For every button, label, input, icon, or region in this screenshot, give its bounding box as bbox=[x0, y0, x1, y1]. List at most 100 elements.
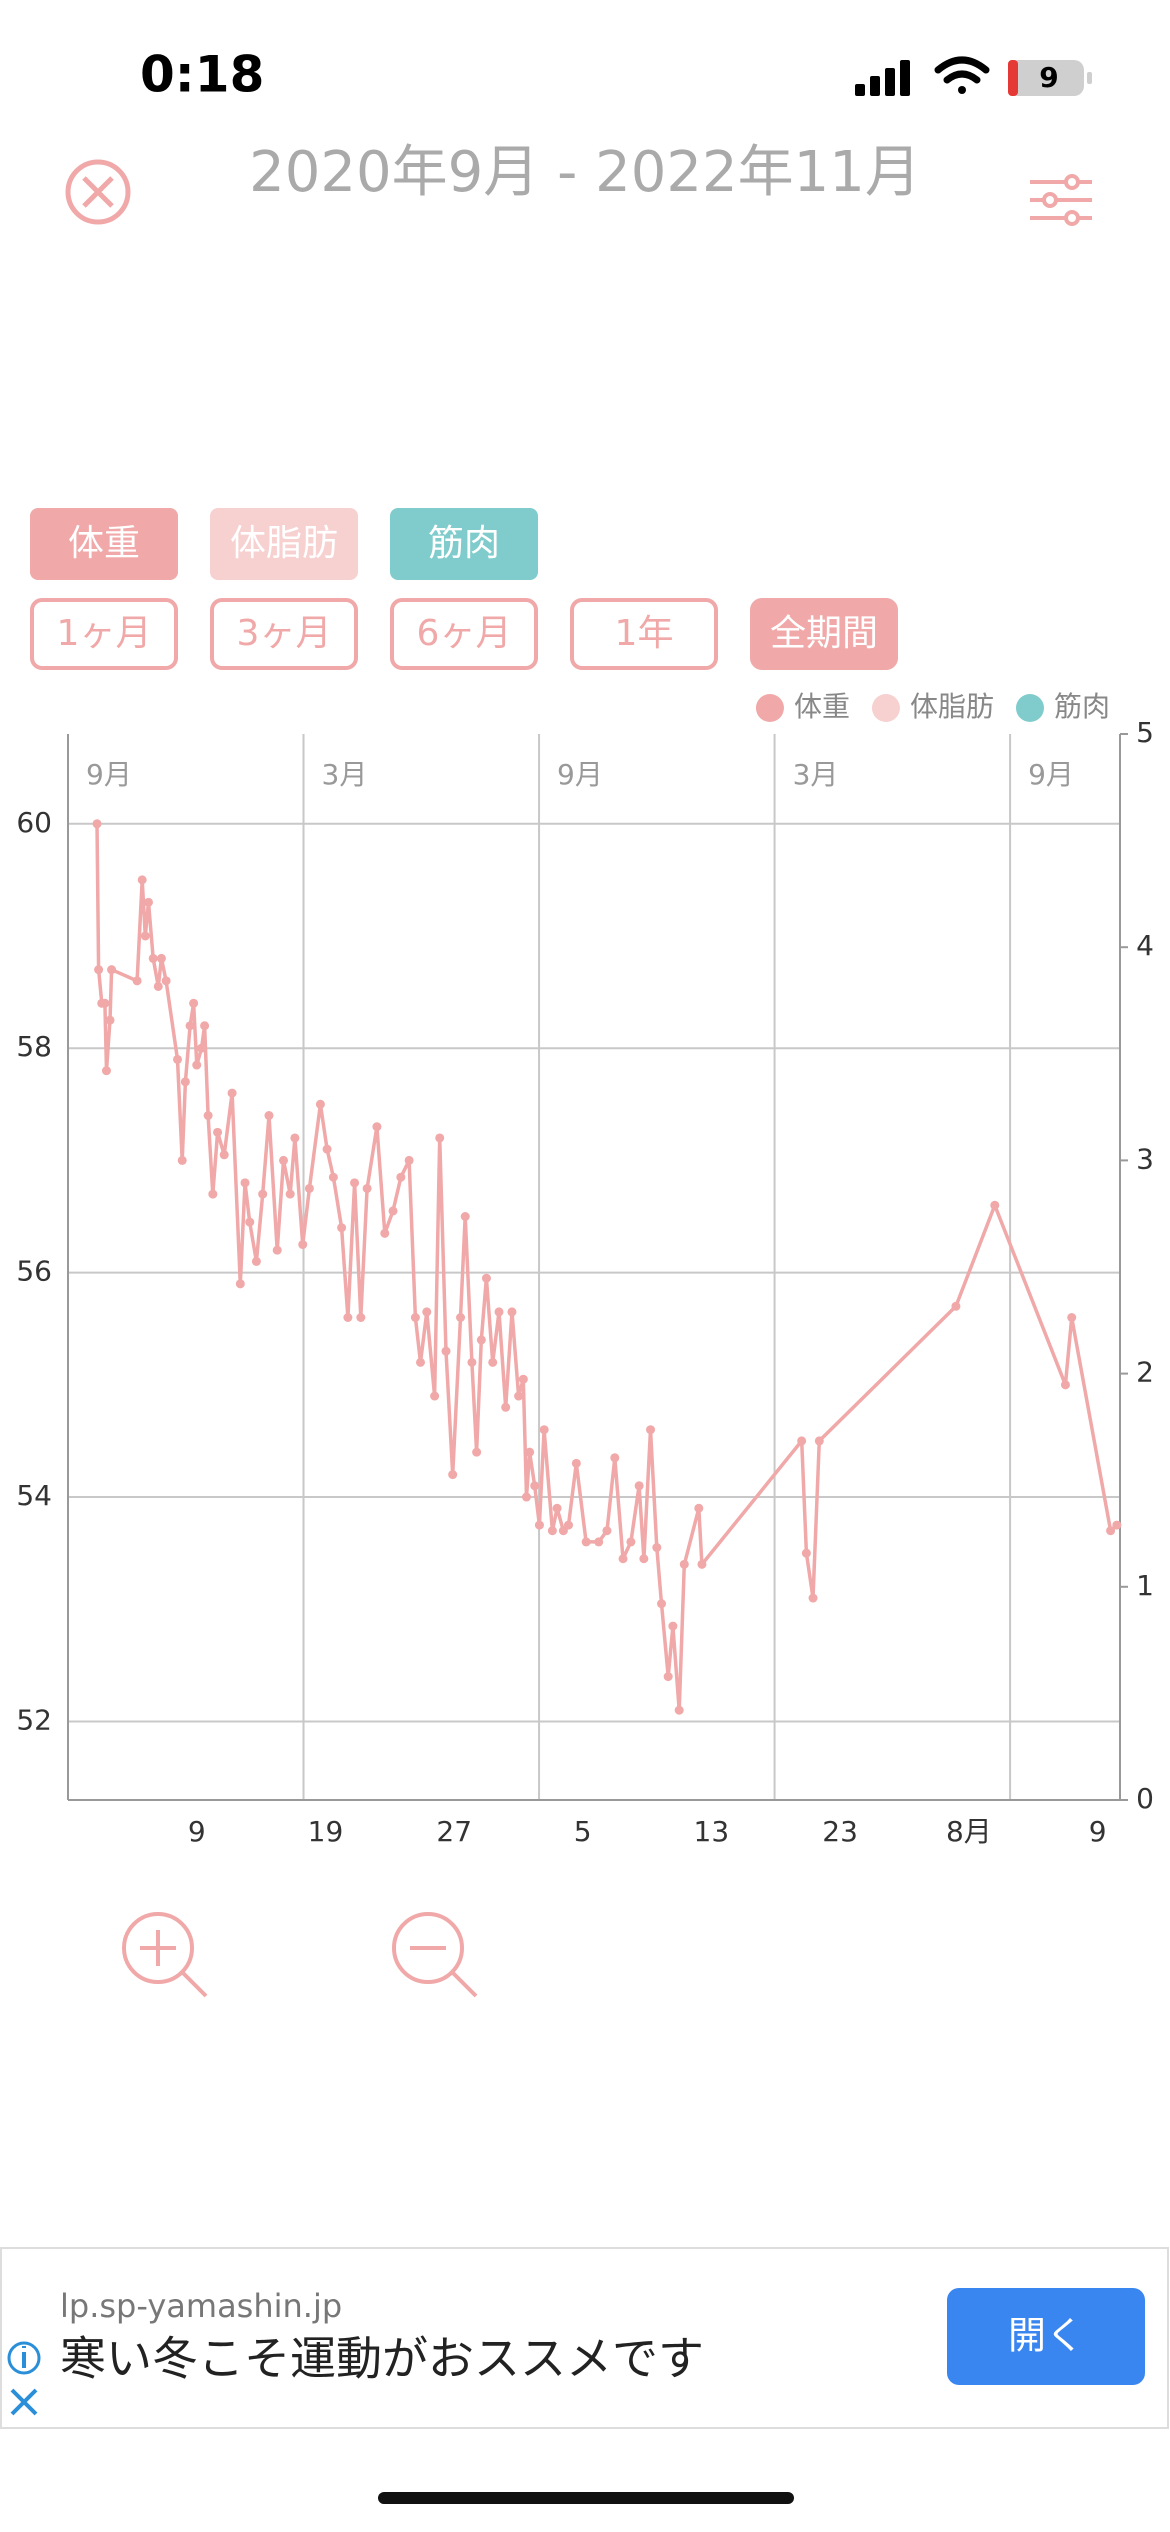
ad-open-button[interactable]: 開く bbox=[947, 2288, 1145, 2385]
top-x-tick-label: 3月 bbox=[322, 758, 368, 791]
data-point bbox=[101, 1066, 111, 1076]
period-button[interactable]: 6ヶ月 bbox=[390, 598, 538, 670]
data-point bbox=[652, 1543, 662, 1553]
y2-tick-label: 5 bbox=[1136, 716, 1154, 749]
period-label[interactable]: 6ヶ月 bbox=[417, 613, 512, 654]
data-point bbox=[245, 1217, 255, 1227]
ad-banner: lp.sp-yamashin.jp 寒い冬こそ運動がおススメです 開く bbox=[0, 2247, 1169, 2429]
period-button[interactable]: 1年 bbox=[570, 598, 718, 670]
period-bg[interactable] bbox=[570, 598, 718, 670]
period-bg[interactable] bbox=[210, 598, 358, 670]
data-point bbox=[148, 953, 158, 963]
data-point bbox=[435, 1133, 445, 1143]
series-toggle[interactable]: 体脂肪 bbox=[210, 508, 358, 580]
data-point bbox=[372, 1122, 382, 1132]
data-point bbox=[240, 1178, 250, 1188]
ad-open-label[interactable]: 開く bbox=[1008, 2314, 1084, 2358]
data-point bbox=[180, 1077, 190, 1087]
period-button[interactable]: 1ヶ月 bbox=[30, 598, 178, 670]
data-point bbox=[140, 931, 150, 941]
period-label[interactable]: 1ヶ月 bbox=[57, 613, 152, 654]
data-point bbox=[219, 1150, 229, 1160]
data-point bbox=[460, 1212, 470, 1222]
data-point bbox=[488, 1357, 498, 1367]
data-point bbox=[161, 976, 171, 986]
battery-level: 9 bbox=[1039, 61, 1058, 94]
series-toggle[interactable]: 体重 bbox=[30, 508, 178, 580]
data-point bbox=[618, 1554, 628, 1564]
period-bg[interactable] bbox=[30, 598, 178, 670]
toggle-label[interactable]: 体重 bbox=[68, 523, 140, 564]
data-point bbox=[235, 1279, 245, 1289]
data-point bbox=[105, 1015, 115, 1025]
toggle-bg[interactable] bbox=[210, 508, 358, 580]
status-time: 0:18 bbox=[140, 46, 264, 104]
period-label[interactable]: 全期間 bbox=[770, 613, 878, 654]
ad-close-icon[interactable] bbox=[10, 2388, 38, 2416]
toggle-bg[interactable] bbox=[390, 508, 538, 580]
data-point bbox=[189, 998, 199, 1008]
data-point bbox=[322, 1144, 332, 1154]
zoom-in-button[interactable] bbox=[122, 1912, 208, 1998]
data-point bbox=[415, 1357, 425, 1367]
data-point bbox=[610, 1453, 620, 1463]
data-point bbox=[657, 1599, 667, 1609]
toggle-bg[interactable] bbox=[30, 508, 178, 580]
data-point bbox=[472, 1447, 482, 1457]
y-tick-label: 54 bbox=[16, 1479, 52, 1512]
legend-label: 体重 bbox=[794, 690, 850, 723]
date-range-title: 2020年9月 - 2022年11月 bbox=[249, 140, 921, 205]
top-x-tick-label: 3月 bbox=[793, 758, 839, 791]
home-indicator bbox=[378, 2492, 794, 2504]
filter-button[interactable] bbox=[1030, 174, 1092, 226]
toggle-label[interactable]: 体脂肪 bbox=[230, 523, 338, 564]
period-button[interactable]: 3ヶ月 bbox=[210, 598, 358, 670]
period-button[interactable]: 全期間 bbox=[750, 598, 898, 670]
data-point bbox=[404, 1155, 414, 1165]
data-point bbox=[173, 1054, 183, 1064]
data-point bbox=[356, 1312, 366, 1322]
data-point bbox=[456, 1312, 466, 1322]
data-point bbox=[328, 1172, 338, 1182]
x-tick-label: 23 bbox=[822, 1815, 858, 1848]
data-point bbox=[285, 1189, 295, 1199]
data-point bbox=[501, 1402, 511, 1412]
top-x-tick-label: 9月 bbox=[1028, 758, 1074, 791]
data-point bbox=[494, 1307, 504, 1317]
data-point bbox=[634, 1481, 644, 1491]
data-point bbox=[525, 1447, 535, 1457]
toggle-label[interactable]: 筋肉 bbox=[428, 523, 500, 564]
x-tick-label: 27 bbox=[436, 1815, 472, 1848]
battery-icon: 9 bbox=[1008, 60, 1092, 96]
period-label[interactable]: 3ヶ月 bbox=[237, 613, 332, 654]
ad-info-icon[interactable] bbox=[7, 2341, 41, 2375]
data-point bbox=[264, 1111, 274, 1121]
data-point bbox=[646, 1425, 656, 1435]
zoom-out-button[interactable] bbox=[392, 1912, 478, 1998]
legend-label: 体脂肪 bbox=[910, 690, 994, 723]
data-point bbox=[192, 1060, 202, 1070]
data-point bbox=[481, 1273, 491, 1283]
data-point bbox=[200, 1021, 210, 1031]
data-point bbox=[679, 1559, 689, 1569]
data-point bbox=[602, 1526, 612, 1536]
legend-swatch bbox=[1015, 694, 1044, 722]
data-point bbox=[362, 1183, 372, 1193]
period-bg[interactable] bbox=[390, 598, 538, 670]
data-point bbox=[530, 1481, 540, 1491]
series-line bbox=[95, 823, 1119, 1712]
series-toggle[interactable]: 筋肉 bbox=[390, 508, 538, 580]
data-point bbox=[951, 1301, 961, 1311]
data-point bbox=[476, 1335, 486, 1345]
data-point bbox=[137, 875, 147, 885]
data-point bbox=[203, 1111, 213, 1121]
data-point bbox=[196, 1043, 206, 1053]
data-point bbox=[797, 1436, 807, 1446]
y2-tick-label: 2 bbox=[1136, 1356, 1154, 1389]
period-bg[interactable] bbox=[750, 598, 898, 670]
period-label[interactable]: 1年 bbox=[615, 613, 674, 654]
x-tick-label: 9 bbox=[188, 1815, 206, 1848]
close-button[interactable] bbox=[65, 159, 131, 225]
x-tick-label: 5 bbox=[574, 1815, 592, 1848]
